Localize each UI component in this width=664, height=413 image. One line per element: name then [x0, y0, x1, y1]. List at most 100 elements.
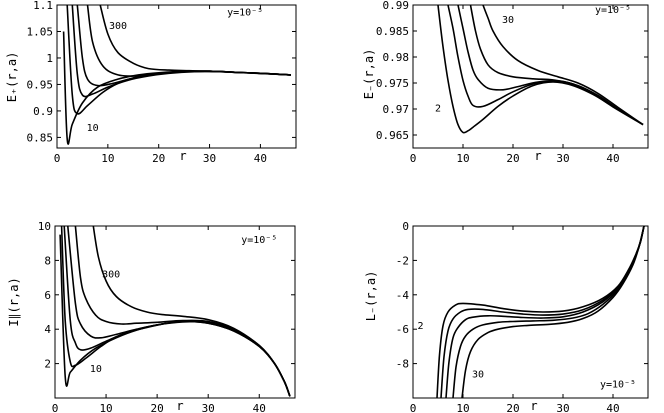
x-tick-label-e-minus: 20: [506, 152, 519, 165]
xlabel-e-plus: r: [179, 149, 186, 163]
x-tick-label-e-plus: 40: [254, 152, 267, 165]
curves-e-plus: [62, 5, 291, 145]
y-tick-label-l-minus: -8: [396, 358, 409, 371]
series-line-e-minus-4: [469, 5, 644, 126]
x-tick-label-i-parallel: 10: [99, 402, 112, 413]
y-tick-label-l-minus: -2: [396, 254, 409, 267]
chart-panel-l-minus: L₋(r,a) r 0 10 20 30 40 -8 -6 -4 -2 0 y=10⁻⁵ 30 2: [364, 220, 649, 413]
x-tick-label-l-minus: 20: [506, 402, 519, 413]
y-tick-e-plus: 0.85: [27, 131, 54, 144]
series-line-e-plus-2: [66, 5, 291, 115]
chart-panel-i-parallel: I∥(r,a) r 0 10 20 30 40 2 4 6 8 10 y=10⁻⁵ 300 10: [7, 220, 296, 413]
chart-panel-e-plus: E₊(r,a) r 0 10 20 30 40 0.85 0.9 0.95 1 1.05 1.1 y=…: [5, 0, 297, 165]
x-tick-e-plus: 30: [203, 152, 216, 165]
y-tick-label-l-minus: 0: [402, 220, 409, 233]
y-tick-label-l-minus: -4: [396, 289, 410, 302]
x-tick-label-l-minus: 30: [556, 402, 569, 413]
series-line-l-minus-5: [461, 226, 645, 398]
y-tick-e-minus: 0.99: [383, 0, 410, 12]
y-tick-e-minus: 0.975: [376, 77, 409, 90]
y-tick-i-parallel: 4: [44, 323, 51, 336]
series-line-i-parallel-5: [74, 226, 291, 397]
y-tick-label-i-parallel: 2: [44, 358, 51, 371]
y-tick-label-i-parallel: 8: [44, 254, 51, 267]
y-tick-i-parallel: 10: [38, 220, 51, 233]
x-tick-label-e-minus: 30: [556, 152, 569, 165]
x-tick-label-l-minus: 10: [456, 402, 469, 413]
x-tick-i-parallel: 20: [151, 402, 164, 413]
chart-panel-e-minus: E₋(r,a) r 0 10 20 30 40 0.965 0.97 0.975 0.98 0.9…: [362, 0, 649, 165]
xlabel-l-minus: r: [530, 399, 537, 413]
y-tick-label-e-minus: 0.975: [376, 77, 409, 90]
y-tick-i-parallel: 6: [44, 289, 51, 302]
y-tick-label-e-minus: 0.965: [376, 129, 409, 142]
y-tick-e-minus: 0.985: [376, 25, 409, 38]
y-tick-label-e-plus: 1: [46, 52, 53, 65]
y-tick-label-e-minus: 0.985: [376, 25, 409, 38]
y-tick-l-minus: -6: [396, 323, 409, 336]
y-tick-l-minus: -2: [396, 254, 409, 267]
series-line-e-plus-6: [99, 5, 291, 76]
x-tick-label-l-minus: 0: [410, 402, 417, 413]
x-tick-label-e-plus: 20: [152, 152, 165, 165]
y-tick-l-minus: 0: [402, 220, 409, 233]
xlabel-i-parallel: r: [176, 399, 183, 413]
x-tick-e-minus: 30: [556, 152, 569, 165]
annotation-i-parallel-1: y=10⁻⁵: [241, 235, 277, 246]
y-tick-label-e-plus: 0.85: [27, 131, 54, 144]
ylabel-e-minus: E₋(r,a): [362, 49, 376, 100]
annotation-e-minus-1: y=10⁻⁵: [595, 5, 631, 16]
series-line-e-minus-5: [482, 5, 644, 126]
x-tick-i-parallel: 10: [99, 402, 112, 413]
x-tick-e-minus: 20: [506, 152, 519, 165]
x-tick-label-e-plus: 10: [101, 152, 114, 165]
annotation-e-plus-1: y=10⁻⁵: [227, 8, 263, 19]
x-tick-label-e-minus: 0: [410, 152, 417, 165]
x-tick-label-i-parallel: 20: [151, 402, 164, 413]
x-tick-l-minus: 30: [556, 402, 569, 413]
y-tick-label-e-plus: 0.9: [33, 105, 53, 118]
x-tick-e-minus: 40: [606, 152, 619, 165]
series-line-i-parallel-6: [92, 226, 291, 397]
ylabel-i-parallel: I∥(r,a): [7, 277, 21, 326]
x-tick-l-minus: 20: [506, 402, 519, 413]
y-tick-label-e-plus: 0.95: [27, 78, 54, 91]
ylabel-l-minus: L₋(r,a): [364, 271, 378, 322]
y-tick-label-i-parallel: 10: [38, 220, 51, 233]
y-tick-e-plus: 0.95: [27, 78, 54, 91]
x-tick-i-parallel: 0: [52, 402, 59, 413]
annotation-e-minus-3: 2: [435, 104, 441, 115]
x-tick-label-e-minus: 10: [456, 152, 469, 165]
y-tick-i-parallel: 8: [44, 254, 51, 267]
y-tick-e-plus: 1.1: [33, 0, 53, 12]
y-tick-e-plus: 1: [46, 52, 53, 65]
y-tick-i-parallel: 2: [44, 358, 51, 371]
y-tick-e-plus: 0.9: [33, 105, 53, 118]
plot-frame-l-minus: [412, 225, 649, 399]
y-tick-label-e-plus: 1.05: [27, 25, 54, 38]
x-tick-label-e-minus: 40: [606, 152, 619, 165]
y-tick-label-l-minus: -6: [396, 323, 409, 336]
x-tick-label-i-parallel: 40: [253, 402, 266, 413]
series-line-e-minus-1: [437, 5, 644, 134]
annotation-e-plus-2: 300: [109, 21, 127, 32]
x-tick-e-plus: 40: [254, 152, 267, 165]
curves-i-parallel: [59, 226, 291, 397]
y-tick-e-plus: 1.05: [27, 25, 54, 38]
y-tick-label-e-minus: 0.97: [383, 103, 410, 116]
annotation-e-plus-3: 10: [87, 123, 99, 134]
y-tick-label-e-minus: 0.98: [383, 51, 410, 64]
x-tick-label-i-parallel: 30: [202, 402, 215, 413]
x-tick-i-parallel: 30: [202, 402, 215, 413]
x-tick-e-plus: 20: [152, 152, 165, 165]
ylabel-e-plus: E₊(r,a): [5, 52, 19, 103]
series-line-l-minus-1: [436, 226, 645, 398]
curves-l-minus: [436, 226, 645, 398]
x-tick-i-parallel: 40: [253, 402, 266, 413]
x-tick-label-e-plus: 0: [54, 152, 61, 165]
y-tick-e-minus: 0.98: [383, 51, 410, 64]
plot-frame-i-parallel: [54, 225, 296, 399]
x-tick-l-minus: 0: [410, 402, 417, 413]
y-tick-e-minus: 0.97: [383, 103, 410, 116]
